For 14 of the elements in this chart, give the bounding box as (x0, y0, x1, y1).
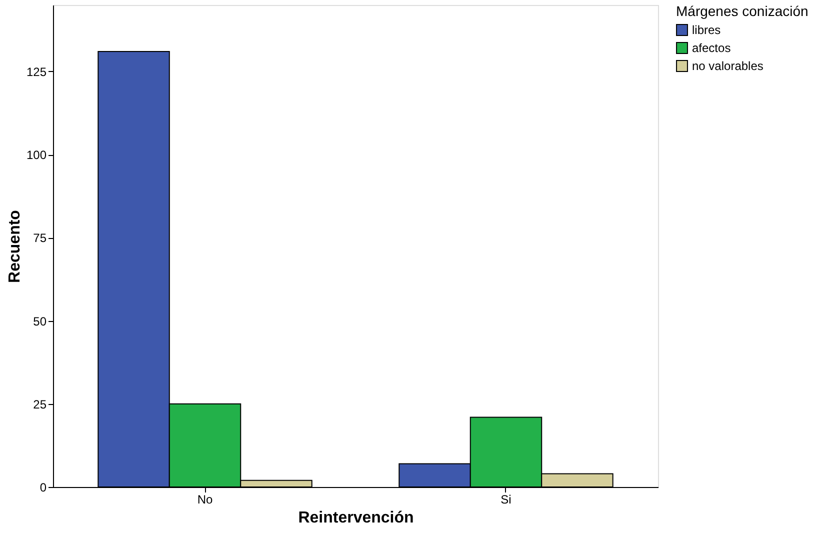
y-tick-label: 50 (33, 314, 47, 328)
x-tick-label: No (197, 492, 213, 506)
legend-label: no valorables (692, 59, 764, 73)
x-tick-label: Si (500, 492, 512, 506)
legend-label: afectos (692, 41, 731, 55)
y-tick-label: 25 (33, 397, 47, 412)
legend-label: libres (692, 23, 721, 37)
y-tick-label: 0 (40, 480, 47, 494)
legend-title: Márgenes conización (676, 3, 808, 19)
y-axis-title: Recuento (6, 210, 24, 283)
y-tick-label: 125 (26, 64, 47, 79)
y-tick-label: 75 (33, 231, 47, 246)
y-tick-label: 100 (26, 148, 47, 162)
x-axis-title: Reintervención (298, 510, 414, 526)
